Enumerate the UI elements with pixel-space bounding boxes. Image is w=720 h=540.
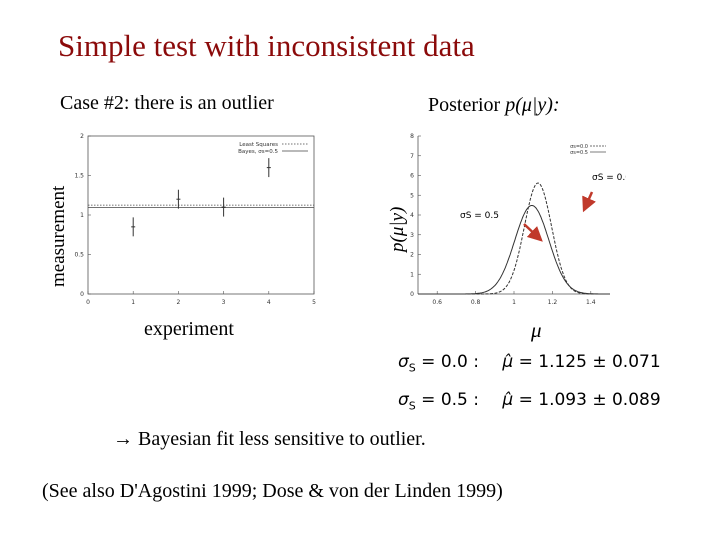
result-sigma-sub: S <box>408 361 416 375</box>
posterior-curve <box>418 182 610 295</box>
result-value: = 1.125 ± 0.071 <box>513 352 661 372</box>
result-sigma-sub: S <box>408 399 416 413</box>
legend-entry: Bayes, σs=0.5 <box>238 149 278 155</box>
annotation-sigma-0: σS = 0.0 <box>592 173 626 183</box>
slide-title: Simple test with inconsistent data <box>58 28 475 63</box>
arrow-sigma-05 <box>523 223 543 242</box>
result-row-sigma-0: σS = 0.0 : μ̂ = 1.125 ± 0.071 <box>398 352 661 374</box>
right-caption-prefix: Posterior <box>428 94 506 116</box>
x-tick-label: 0.6 <box>432 299 442 306</box>
legend-entry: σs=0.5 <box>570 150 588 156</box>
x-tick-label: 2 <box>176 299 180 306</box>
x-tick-label: 0 <box>86 299 90 306</box>
x-tick-label: 0.8 <box>471 299 481 306</box>
result-value: = 1.093 ± 0.089 <box>513 390 661 410</box>
arrow-sigma-0 <box>582 191 596 213</box>
result-row-sigma-05: σS = 0.5 : μ̂ = 1.093 ± 0.089 <box>398 390 661 412</box>
y-tick-label: 0 <box>80 291 84 298</box>
y-tick-label: 6 <box>410 173 414 180</box>
right-x-axis-label: μ <box>531 318 542 342</box>
x-tick-label: 1.2 <box>548 299 558 306</box>
y-tick-label: 4 <box>410 212 414 219</box>
x-tick-label: 3 <box>222 299 226 306</box>
x-tick-label: 1 <box>512 299 516 306</box>
result-mu-hat: μ̂ <box>502 390 514 410</box>
right-caption-formula: p(μ|y): <box>505 94 560 116</box>
result-sigma-symbol: σ <box>398 390 409 410</box>
y-tick-label: 8 <box>410 133 414 140</box>
result-sigma-symbol: σ <box>398 352 409 372</box>
posterior-chart: 0.6 0.8 1 1.2 1.4 0 1 2 3 4 5 6 7 8 σs=0.0σs=0.5 σS = … <box>410 133 626 306</box>
x-tick-label: 1 <box>131 299 135 306</box>
y-tick-label: 1.5 <box>74 173 84 180</box>
result-mu-hat: μ̂ <box>502 352 514 372</box>
y-tick-label: 0.5 <box>74 252 84 259</box>
y-tick-label: 5 <box>410 192 414 199</box>
plot-frame <box>87 135 315 295</box>
left-x-axis-label: experiment <box>144 318 234 340</box>
y-tick-label: 1 <box>80 212 84 219</box>
legend-entry: Least Squares <box>239 142 278 148</box>
posterior-curve <box>418 205 610 295</box>
x-tick-label: 5 <box>312 299 316 306</box>
result-sigma-eq: = 0.0 : <box>415 352 479 372</box>
right-panel-caption: Posterior p(μ|y): <box>428 94 560 117</box>
x-tick-label: 4 <box>267 299 271 306</box>
y-tick-label: 1 <box>410 271 414 278</box>
y-tick-label: 0 <box>410 291 414 298</box>
result-sigma-eq: = 0.5 : <box>415 390 479 410</box>
y-tick-label: 2 <box>410 252 414 259</box>
conclusion-text: → Bayesian fit less sensitive to outlier… <box>113 428 426 450</box>
posterior-chart-plot: 0.6 0.8 1 1.2 1.4 0 1 2 3 4 5 6 7 8 σs=0.0σs=0.5 <box>410 133 610 306</box>
legend-entry: σs=0.0 <box>570 144 588 150</box>
y-tick-label: 2 <box>80 133 84 140</box>
annotation-sigma-05: σS = 0.5 <box>460 211 499 221</box>
y-tick-label: 7 <box>410 153 414 160</box>
x-tick-label: 1.4 <box>586 299 596 306</box>
left-panel-caption: Case #2: there is an outlier <box>60 92 274 114</box>
see-also-text: (See also D'Agostini 1999; Dose & von de… <box>42 480 503 502</box>
y-tick-label: 3 <box>410 232 414 239</box>
